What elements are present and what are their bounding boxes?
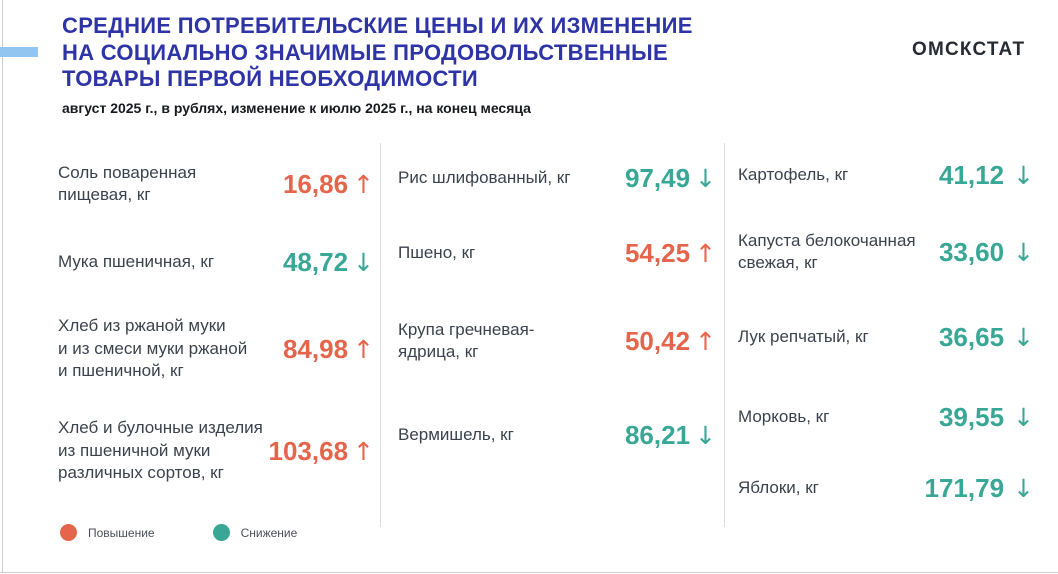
down-arrow-icon: ↓: [1013, 160, 1034, 190]
down-arrow-icon: ↓: [1013, 237, 1034, 267]
product-label: Крупа гречневая- ядрица, кг: [398, 319, 535, 361]
product-row: Хлеб из ржаной муки и из смеси муки ржан…: [58, 299, 374, 399]
product-row: Вермишель, кг 86,21 ↓: [398, 389, 716, 481]
product-label: Капуста белокочанная свежая, кг: [738, 230, 916, 272]
product-label: Лук репчатый, кг: [738, 326, 869, 346]
product-price: 39,55 ↓: [939, 402, 1034, 433]
down-arrow-icon: ↓: [695, 163, 716, 193]
page-title: СРЕДНИЕ ПОТРЕБИТЕЛЬСКИЕ ЦЕНЫ И ИХ ИЗМЕНЕ…: [62, 13, 693, 93]
price-value: 36,65: [938, 321, 1005, 352]
up-arrow-icon: ↑: [353, 169, 374, 199]
up-arrow-icon: ↑: [695, 326, 716, 356]
column-divider: [380, 143, 381, 527]
price-value: 41,12: [938, 159, 1005, 190]
legend-increase-label: Повышение: [88, 525, 155, 540]
legend-item-increase: Повышение: [60, 524, 155, 541]
legend-decrease-label: Снижение: [240, 525, 298, 540]
page-title-line-1: СРЕДНИЕ ПОТРЕБИТЕЛЬСКИЕ ЦЕНЫ И ИХ ИЗМЕНЕ…: [62, 13, 693, 38]
product-row: Яблоки, кг 171,79 ↓: [738, 457, 1034, 519]
legend: Повышение Снижение: [60, 524, 297, 541]
price-value: 103,68: [268, 435, 349, 466]
price-value: 54,25: [624, 237, 691, 268]
product-price: 16,86 ↑: [283, 169, 374, 200]
up-arrow-icon: ↑: [353, 334, 374, 364]
price-value: 16,86: [282, 168, 349, 199]
product-row: Мука пшеничная, кг 48,72 ↓: [58, 225, 374, 299]
brand-logo: ОМСКСТАТ: [912, 39, 1026, 60]
page-subtitle: август 2025 г., в рублях, изменение к ию…: [62, 100, 531, 116]
product-label: Морковь, кг: [738, 406, 830, 426]
product-row: Лук репчатый, кг 36,65 ↓: [738, 297, 1034, 377]
product-label: Соль поваренная пищевая, кг: [58, 162, 197, 204]
price-column-1: Соль поваренная пищевая, кг 16,86 ↑ Мука…: [58, 143, 374, 503]
price-value: 39,55: [938, 401, 1005, 432]
accent-bar: [0, 47, 38, 57]
product-label: Хлеб и булочные изделия из пшеничной мук…: [58, 418, 263, 483]
page-title-line-3: ТОВАРЫ ПЕРВОЙ НЕОБХОДИМОСТИ: [62, 66, 479, 91]
product-price: 86,21 ↓: [625, 420, 716, 451]
product-price: 48,72 ↓: [283, 247, 374, 278]
price-value: 86,21: [624, 419, 691, 450]
product-row: Соль поваренная пищевая, кг 16,86 ↑: [58, 143, 374, 225]
product-price: 41,12 ↓: [939, 160, 1034, 191]
product-row: Хлеб и булочные изделия из пшеничной мук…: [58, 399, 374, 503]
product-price: 171,79 ↓: [925, 473, 1034, 504]
product-price: 103,68 ↑: [269, 436, 374, 467]
price-column-2: Рис шлифованный, кг 97,49 ↓ Пшено, кг 54…: [398, 143, 716, 481]
legend-item-decrease: Снижение: [212, 524, 298, 541]
product-price: 84,98 ↑: [283, 334, 374, 365]
product-row: Пшено, кг 54,25 ↑: [398, 213, 716, 293]
price-value: 33,60: [938, 236, 1005, 267]
column-divider: [724, 143, 725, 527]
down-arrow-icon: ↓: [695, 420, 716, 450]
up-arrow-icon: ↑: [353, 436, 374, 466]
product-price: 36,65 ↓: [939, 322, 1034, 353]
price-value: 48,72: [282, 246, 349, 277]
page-left-border: [2, 0, 3, 572]
price-value: 84,98: [282, 333, 349, 364]
product-row: Морковь, кг 39,55 ↓: [738, 377, 1034, 457]
product-label: Пшено, кг: [398, 242, 476, 262]
increase-dot-icon: [60, 524, 77, 541]
product-price: 54,25 ↑: [625, 238, 716, 269]
product-label: Картофель, кг: [738, 164, 849, 184]
product-label: Рис шлифованный, кг: [398, 167, 571, 187]
price-value: 171,79: [924, 472, 1005, 503]
page-title-line-2: НА СОЦИАЛЬНО ЗНАЧИМЫЕ ПРОДОВОЛЬСТВЕННЫЕ: [62, 39, 668, 65]
price-value: 97,49: [624, 162, 691, 193]
product-label: Яблоки, кг: [738, 477, 819, 497]
down-arrow-icon: ↓: [1013, 402, 1034, 432]
price-value: 50,42: [624, 325, 691, 356]
product-row: Рис шлифованный, кг 97,49 ↓: [398, 143, 716, 213]
product-price: 50,42 ↑: [625, 326, 716, 357]
page-bottom-border: [0, 572, 1058, 573]
product-label: Вермишель, кг: [398, 424, 514, 444]
decrease-dot-icon: [212, 524, 230, 541]
product-price: 97,49 ↓: [625, 163, 716, 194]
product-row: Капуста белокочанная свежая, кг 33,60 ↓: [738, 207, 1034, 297]
price-column-3: Картофель, кг 41,12 ↓ Капуста белокочанн…: [738, 143, 1034, 519]
product-label: Мука пшеничная, кг: [58, 251, 215, 271]
product-price: 33,60 ↓: [939, 237, 1034, 268]
down-arrow-icon: ↓: [1013, 322, 1034, 352]
down-arrow-icon: ↓: [1013, 473, 1034, 503]
up-arrow-icon: ↑: [695, 238, 716, 268]
product-row: Картофель, кг 41,12 ↓: [738, 143, 1034, 207]
product-row: Крупа гречневая- ядрица, кг 50,42 ↑: [398, 293, 716, 389]
down-arrow-icon: ↓: [353, 247, 374, 277]
product-label: Хлеб из ржаной муки и из смеси муки ржан…: [58, 316, 248, 381]
